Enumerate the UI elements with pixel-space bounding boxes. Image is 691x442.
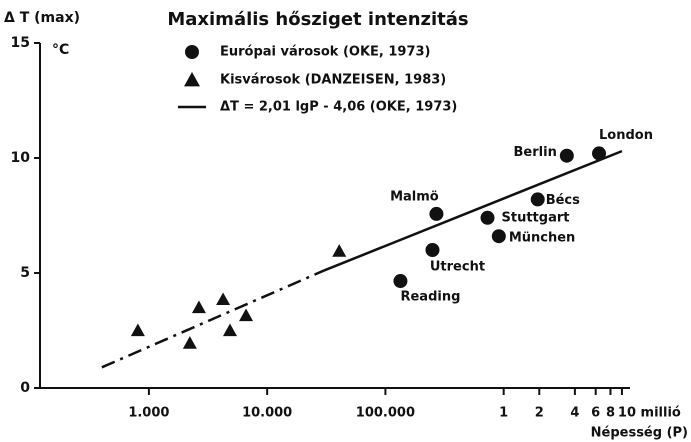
- x-tick-label: 100.000: [356, 406, 415, 421]
- point: [592, 146, 607, 161]
- point-label: Bécs: [546, 193, 580, 208]
- point: [425, 243, 440, 257]
- chart-title: Maximális hősziget intenzitás: [167, 9, 468, 30]
- point: [332, 244, 347, 257]
- legend-marker: [184, 72, 200, 87]
- point: [216, 292, 231, 306]
- y-tick-label: 5: [20, 265, 30, 281]
- point: [182, 336, 197, 349]
- y-axis-label: Δ T (max): [4, 10, 80, 26]
- point: [429, 206, 444, 221]
- y-tick-label: 15: [11, 35, 30, 51]
- legend-marker: [185, 45, 199, 59]
- point: [530, 192, 545, 207]
- point-label: Utrecht: [430, 260, 485, 275]
- point: [130, 323, 145, 337]
- x-tick-label: 6: [591, 406, 600, 421]
- y-tick-label: 0: [20, 380, 30, 396]
- point: [239, 308, 254, 322]
- x-axis-label: Népesség (P): [591, 426, 688, 441]
- point: [191, 300, 206, 314]
- x-tick-label: 4: [570, 406, 579, 421]
- x-tick-label: 1.000: [128, 406, 169, 421]
- point-label: Reading: [400, 290, 460, 305]
- point: [491, 229, 506, 244]
- y-axis-unit: °C: [52, 42, 69, 58]
- fit-line-segment: [101, 269, 325, 369]
- x-tick-label: 1: [499, 406, 508, 421]
- x-tick-label: 10 millió: [618, 406, 681, 421]
- legend-label: Európai városok (OKE, 1973): [220, 45, 431, 60]
- point-label: Berlin: [514, 145, 557, 160]
- y-tick-label: 10: [11, 150, 31, 166]
- fit-line-segment: [323, 149, 623, 272]
- legend-label: Kisvárosok (DANZEISEN, 1983): [220, 73, 446, 88]
- legend-label: ΔT = 2,01 lgP - 4,06 (OKE, 1973): [220, 100, 457, 115]
- point-label: Stuttgart: [502, 210, 570, 225]
- x-tick-label: 8: [606, 406, 615, 421]
- point-label: München: [509, 231, 575, 246]
- point: [222, 323, 237, 337]
- point: [480, 210, 495, 225]
- point: [559, 148, 574, 163]
- point-label: London: [599, 128, 653, 143]
- point: [393, 274, 408, 289]
- x-tick-label: 2: [535, 406, 544, 421]
- x-tick-label: 10.000: [242, 406, 292, 421]
- point-label: Malmö: [390, 189, 439, 204]
